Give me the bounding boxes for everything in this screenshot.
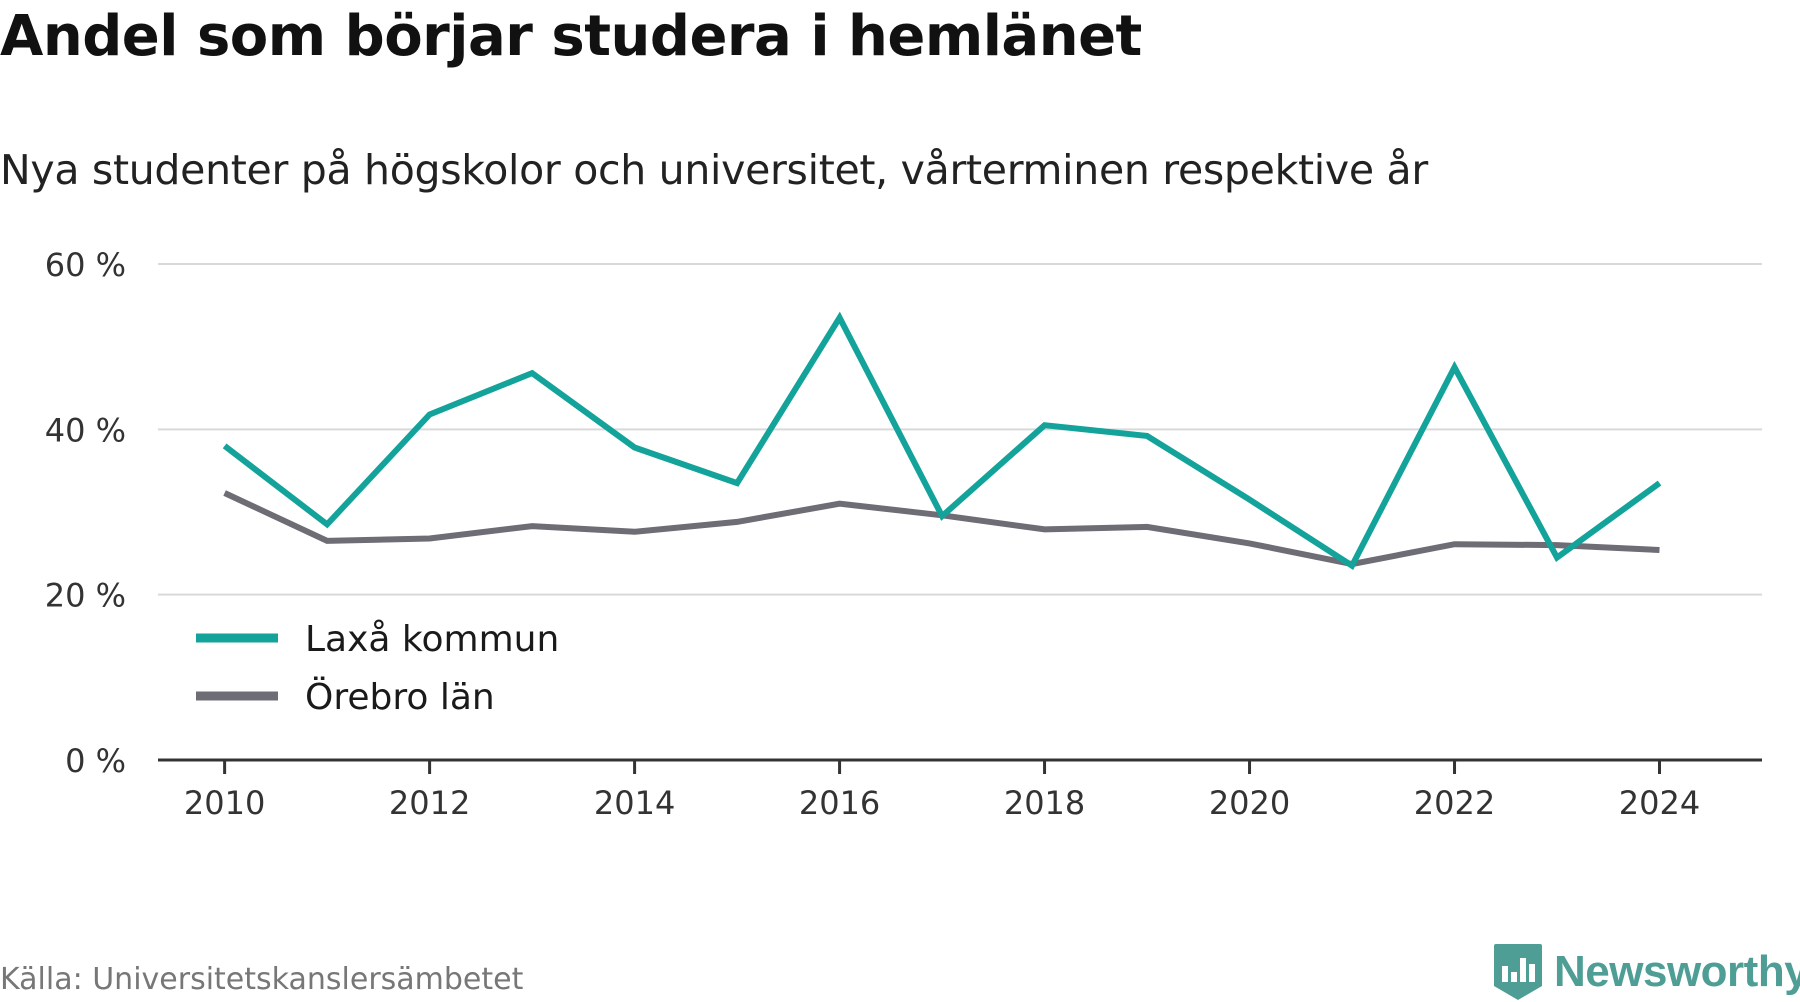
x-axis: 2010 2012 2014 2016 2018 2020 2022 2024 (158, 758, 1762, 822)
chart-subtitle: Nya studenter på högskolor och universit… (0, 146, 1428, 194)
y-tick-label: 20 % (45, 577, 126, 615)
y-tick-label: 40 % (45, 411, 126, 449)
brand-name: Newsworthy (1554, 947, 1800, 996)
series-lines (222, 311, 1662, 571)
x-tick-label: 2024 (1619, 784, 1700, 822)
series-line-0 (222, 311, 1662, 571)
chart-title: Andel som börjar studera i hemlänet (0, 4, 1142, 69)
source-note: Källa: Universitetskanslersämbetet (0, 962, 524, 997)
y-tick-label: 0 % (65, 742, 126, 780)
x-tick-label: 2016 (799, 784, 880, 822)
x-tick-label: 2014 (594, 784, 675, 822)
line-chart: 0 % 20 % 40 % 60 % 2010 2012 2014 2016 2018 2020… (45, 246, 1762, 822)
x-tick-label: 2022 (1414, 784, 1495, 822)
grid-lines (158, 263, 1762, 596)
x-tick-label: 2018 (1004, 784, 1085, 822)
x-tick-label: 2020 (1209, 784, 1290, 822)
brand-logo: Newsworthy (1492, 942, 1800, 1002)
legend-label-1: Örebro län (305, 676, 495, 718)
legend: Laxå kommun Örebro län (196, 619, 559, 718)
y-tick-label: 60 % (45, 246, 126, 284)
series-line-1 (223, 490, 1660, 568)
bar-chart-badge-icon (1494, 944, 1542, 1000)
y-axis-ticks: 0 % 20 % 40 % 60 % (45, 246, 126, 780)
legend-label-0: Laxå kommun (305, 619, 559, 660)
x-tick-label: 2012 (389, 784, 470, 822)
x-tick-label: 2010 (184, 784, 265, 822)
